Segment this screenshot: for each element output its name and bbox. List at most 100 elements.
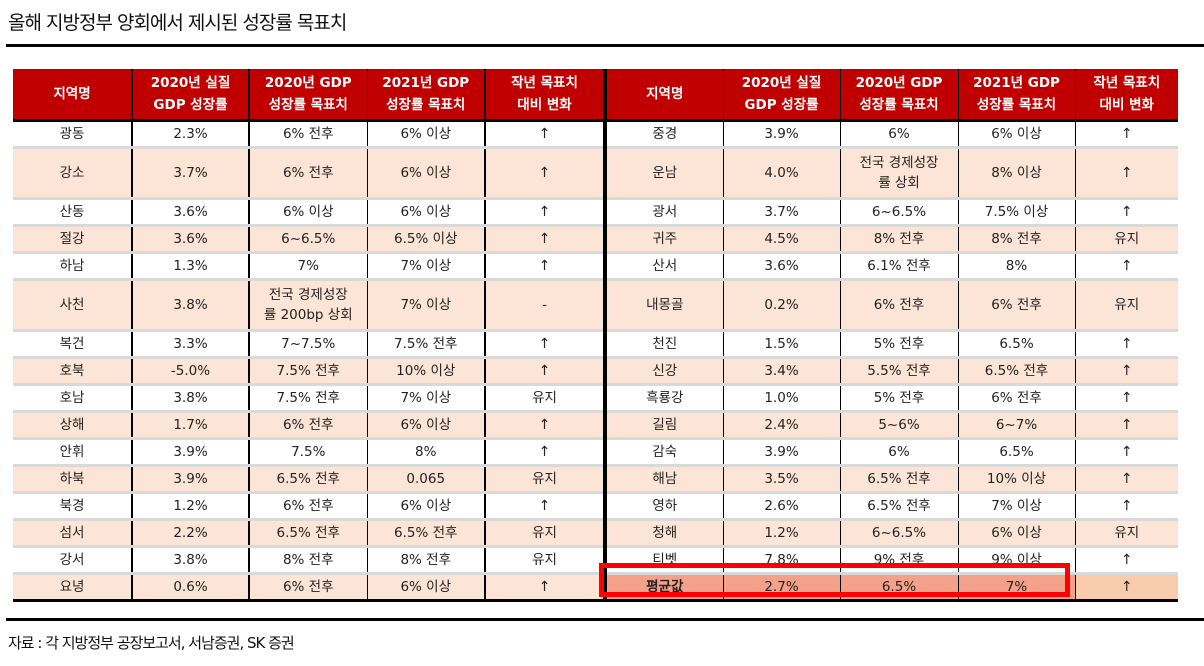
up-arrow-icon: ↑ (484, 146, 603, 199)
region-cell: 하남 (13, 251, 132, 280)
region-cell: 운남 (603, 146, 723, 199)
gdp2020-cell: 3.8% (131, 278, 249, 331)
target2021-cell: 7% 이상 (366, 278, 485, 331)
region-cell: 북경 (13, 491, 132, 520)
target2020-cell: 6.5% 전후 (839, 491, 958, 520)
gdp2020-cell: 3.6% (131, 224, 249, 253)
target2020-cell: 6.5% 전후 (839, 464, 958, 493)
up-arrow-icon: ↑ (484, 356, 603, 385)
up-arrow-icon: ↑ (1074, 464, 1178, 493)
source-note: 자료 : 각 지방정부 공장보고서, 서남증권, SK 증권 (8, 634, 295, 652)
region-cell: 감숙 (603, 437, 723, 466)
up-arrow-icon: ↑ (484, 491, 603, 520)
region-cell: 산동 (13, 197, 132, 226)
region-cell: 절강 (13, 224, 132, 253)
region-cell: 청해 (603, 518, 723, 547)
target2020-cell: 6% 전후 (248, 572, 367, 602)
region-cell: 안휘 (13, 437, 132, 466)
change-cell: 유지 (484, 464, 603, 493)
header-region: 지역명 (603, 69, 723, 122)
up-arrow-icon: ↑ (1074, 329, 1178, 358)
target2021-cell: 10% 이상 (957, 464, 1075, 493)
up-arrow-icon: ↑ (1074, 437, 1178, 466)
region-cell: 산서 (603, 251, 723, 280)
region-cell: 귀주 (603, 224, 723, 253)
table-row: 강소 3.7% 6% 전후 6% 이상 ↑ (13, 146, 603, 199)
target2020-cell: 전국 경제성장 률 상회 (839, 146, 958, 199)
gdp2020-cell: 0.2% (722, 278, 840, 331)
target2020-cell: 9% 전후 (839, 545, 958, 574)
region-cell: 해남 (603, 464, 723, 493)
region-cell: 사천 (13, 278, 132, 331)
target2021-cell: 6% 이상 (366, 146, 485, 199)
table-row: 운남 4.0% 전국 경제성장 률 상회 8% 이상 ↑ (603, 146, 1178, 199)
up-arrow-icon: ↑ (1074, 356, 1178, 385)
table-row: 절강 3.6% 6~6.5% 6.5% 이상 ↑ (13, 224, 603, 253)
target2020-cell: 6.1% 전후 (839, 251, 958, 280)
target2021-cell: 7.5% 전후 (366, 329, 485, 358)
gdp2020-cell: 2.6% (722, 491, 840, 520)
target2021-cell: 9% 이상 (957, 545, 1075, 574)
region-cell: 내몽골 (603, 278, 723, 331)
target2021-cell: 7% 이상 (366, 251, 485, 280)
table-row: 호남 3.8% 7.5% 전후 7% 이상 유지 (13, 383, 603, 412)
table-row: 해남 3.5% 6.5% 전후 10% 이상 ↑ (603, 464, 1178, 493)
region-cell: 하북 (13, 464, 132, 493)
target2021-cell: 0.065 (366, 464, 485, 493)
table-row: 중경 3.9% 6% 6% 이상 ↑ (603, 120, 1178, 148)
target2020-cell: 6% 전후 (248, 120, 367, 148)
up-arrow-icon: ↑ (1074, 251, 1178, 280)
up-arrow-icon: ↑ (484, 572, 603, 602)
target2020-cell: 7.5% 전후 (248, 356, 367, 385)
up-arrow-icon: ↑ (1074, 383, 1178, 412)
target2020-cell: 8% 전후 (839, 224, 958, 253)
table-row: 안휘 3.9% 7.5% 8% ↑ (13, 437, 603, 466)
gdp2020-cell: 3.9% (131, 464, 249, 493)
region-cell: 티벳 (603, 545, 723, 574)
gdp2020-cell: 3.6% (722, 251, 840, 280)
gdp2020-cell: 1.5% (722, 329, 840, 358)
up-arrow-icon: ↑ (1074, 146, 1178, 199)
table-row: 내몽골 0.2% 6% 전후 6% 전후 유지 (603, 278, 1178, 331)
right-growth-target-table: 지역명 2020년 실질 GDP 성장률 2020년 GDP 성장률 목표치 202… (603, 69, 1178, 602)
gdp2020-cell: 1.0% (722, 383, 840, 412)
region-cell: 중경 (603, 120, 723, 148)
target2020-cell: 6% (839, 120, 958, 148)
target2021-cell: 6% 이상 (957, 518, 1075, 547)
gdp2020-cell: 3.7% (131, 146, 249, 199)
up-arrow-icon: ↑ (1074, 120, 1178, 148)
gdp2020-cell: 2.2% (131, 518, 249, 547)
gdp2020-cell: 3.9% (722, 437, 840, 466)
left-growth-target-table: 지역명 2020년 실질 GDP 성장률 2020년 GDP 성장률 목표치 202… (13, 69, 603, 602)
gdp2020-cell: 3.9% (131, 437, 249, 466)
target2020-cell: 6.5% 전후 (248, 518, 367, 547)
header-gdp2020: 2020년 실질 GDP 성장률 (722, 69, 840, 122)
gdp2020-cell: 7.8% (722, 545, 840, 574)
header-gdp2020: 2020년 실질 GDP 성장률 (131, 69, 249, 122)
gdp2020-cell: 1.2% (131, 491, 249, 520)
region-cell: 강소 (13, 146, 132, 199)
target2020-cell: 6.5% 전후 (248, 464, 367, 493)
region-cell: 길림 (603, 410, 723, 439)
table-row: 티벳 7.8% 9% 전후 9% 이상 ↑ (603, 545, 1178, 574)
region-cell: 복건 (13, 329, 132, 358)
gdp2020-cell: 3.8% (131, 545, 249, 574)
target2021-cell: 6.5% 전후 (957, 356, 1075, 385)
change-cell: 유지 (484, 518, 603, 547)
region-cell: 평균값 (603, 572, 723, 602)
target2020-cell: 5.5% 전후 (839, 356, 958, 385)
target2021-cell: 8% 이상 (957, 146, 1075, 199)
region-cell: 섬서 (13, 518, 132, 547)
header-target2020: 2020년 GDP 성장률 목표치 (839, 69, 958, 122)
gdp2020-cell: 2.4% (722, 410, 840, 439)
up-arrow-icon: ↑ (484, 120, 603, 148)
table-row: 강서 3.8% 8% 전후 8% 전후 유지 (13, 545, 603, 574)
header-target2020: 2020년 GDP 성장률 목표치 (248, 69, 367, 122)
target2021-cell: 6.5% 이상 (366, 224, 485, 253)
gdp2020-cell: 3.3% (131, 329, 249, 358)
change-cell: 유지 (1074, 224, 1178, 253)
target2021-cell: 7% 이상 (957, 491, 1075, 520)
table-row: 천진 1.5% 5% 전후 6.5% ↑ (603, 329, 1178, 358)
table-row: 요녕 0.6% 6% 전후 6% 이상 ↑ (13, 572, 603, 602)
gdp2020-cell: 1.7% (131, 410, 249, 439)
